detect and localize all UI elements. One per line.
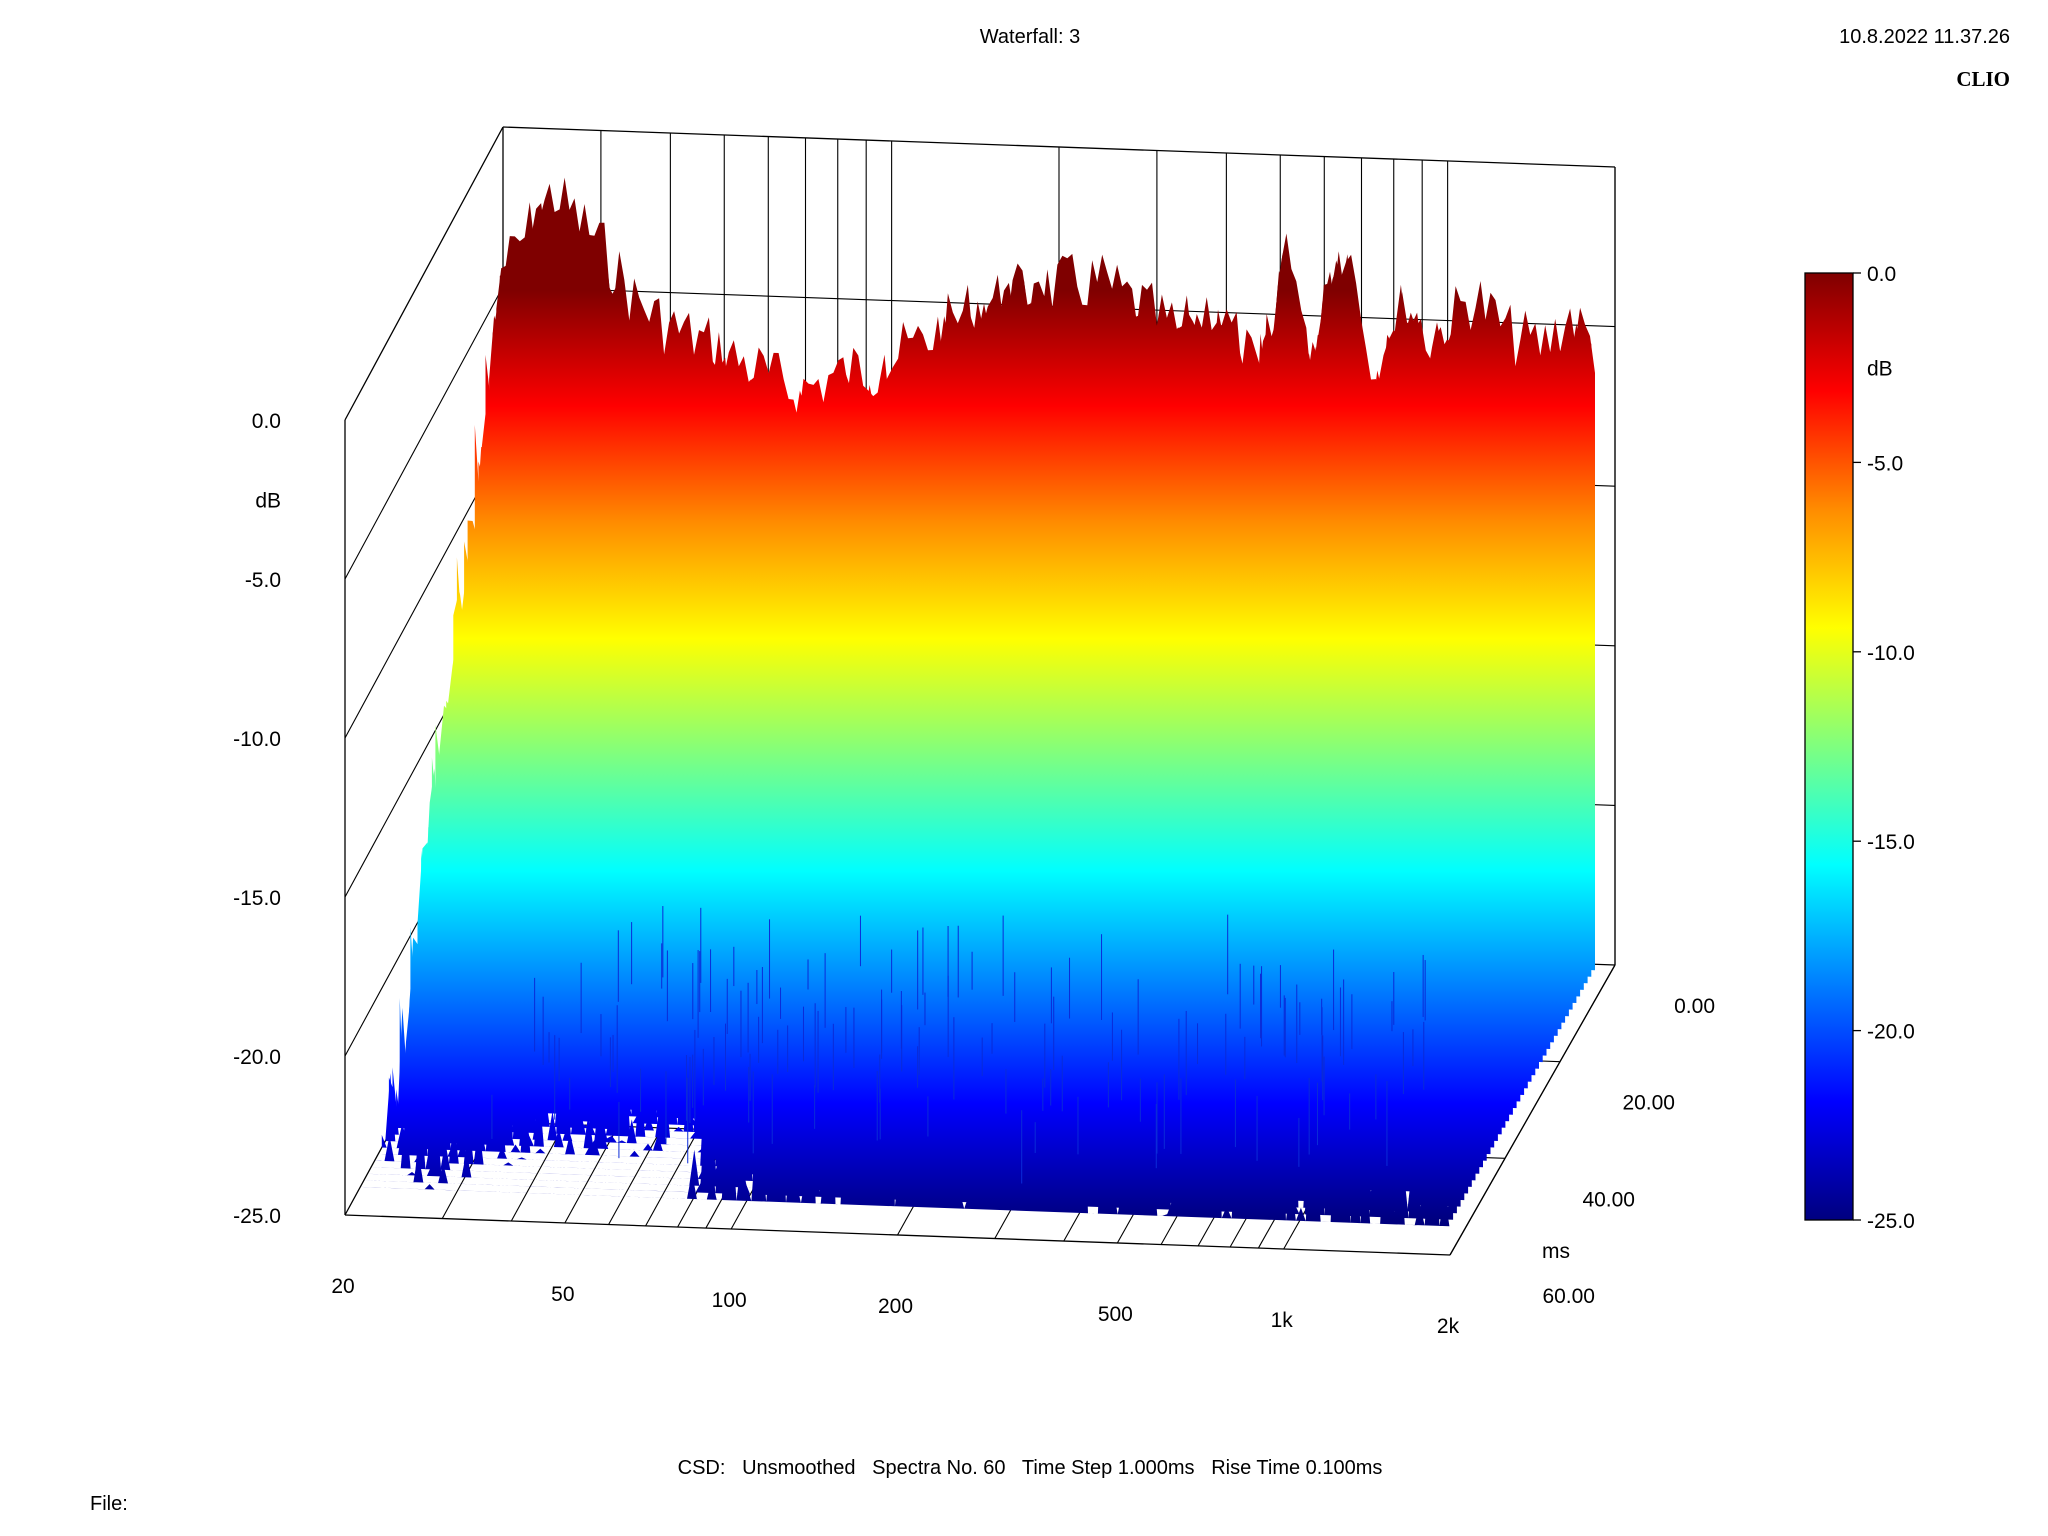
z-tick-label: 60.00 bbox=[1542, 1285, 1595, 1308]
colorbar-unit: dB bbox=[1867, 358, 1893, 381]
timestamp: 10.8.2022 11.37.26 bbox=[1839, 26, 2010, 48]
x-tick-label: 1k bbox=[1271, 1309, 1294, 1332]
z-axis-unit: ms bbox=[1542, 1240, 1570, 1263]
colorbar-tick-label: -10.0 bbox=[1867, 642, 1915, 665]
waterfall-slice bbox=[360, 969, 1450, 1227]
z-tick-label: 40.00 bbox=[1582, 1188, 1635, 1211]
chart-title: Waterfall: 3 bbox=[980, 26, 1080, 48]
colorbar-tick-label: -25.0 bbox=[1867, 1210, 1915, 1233]
z-tick-label: 0.00 bbox=[1674, 995, 1715, 1018]
x-tick-label: 20 bbox=[331, 1275, 354, 1298]
floor-gridline bbox=[1449, 964, 1616, 1256]
left-wall-edge bbox=[344, 126, 504, 421]
x-tick-label: 200 bbox=[878, 1295, 913, 1318]
colorbar-tick-label: -5.0 bbox=[1867, 452, 1903, 475]
y-axis-ticks: 0.0 -5.0 -10.0 -15.0 -20.0 -25.0 bbox=[233, 410, 281, 1228]
file-label: File: bbox=[90, 1493, 128, 1515]
y-tick-label: -20.0 bbox=[233, 1046, 281, 1069]
z-tick-label: 20.00 bbox=[1622, 1092, 1675, 1115]
x-axis-ticks: 20 50 100 200 500 1k 2k bbox=[331, 1275, 1459, 1338]
z-axis-ticks: 0.00 20.00 40.00 60.00 bbox=[1542, 995, 1715, 1308]
measurement-info: CSD: Unsmoothed Spectra No. 60 Time Step… bbox=[678, 1457, 1383, 1479]
left-level-line bbox=[344, 286, 504, 580]
x-tick-label: 500 bbox=[1098, 1303, 1133, 1326]
brand-logo: CLIO bbox=[1956, 67, 2010, 91]
y-axis-unit: dB bbox=[255, 490, 281, 513]
colorbar-tick-label: 0.0 bbox=[1867, 263, 1896, 286]
waterfall-surface bbox=[360, 177, 1595, 1227]
y-tick-label: -5.0 bbox=[245, 569, 281, 592]
colorbar-ticks: 0.0 -5.0 -10.0 -15.0 -20.0 -25.0 bbox=[1853, 263, 1915, 1233]
y-tick-label: -25.0 bbox=[233, 1205, 281, 1228]
y-tick-label: -15.0 bbox=[233, 887, 281, 910]
x-tick-label: 2k bbox=[1437, 1315, 1460, 1338]
colorbar bbox=[1804, 272, 1854, 1221]
x-tick-label: 100 bbox=[712, 1289, 747, 1312]
colorbar-tick-label: -20.0 bbox=[1867, 1021, 1915, 1044]
y-tick-label: -10.0 bbox=[233, 728, 281, 751]
colorbar-tick-label: -15.0 bbox=[1867, 831, 1915, 854]
y-tick-label: 0.0 bbox=[252, 410, 281, 433]
x-tick-label: 50 bbox=[551, 1283, 574, 1306]
